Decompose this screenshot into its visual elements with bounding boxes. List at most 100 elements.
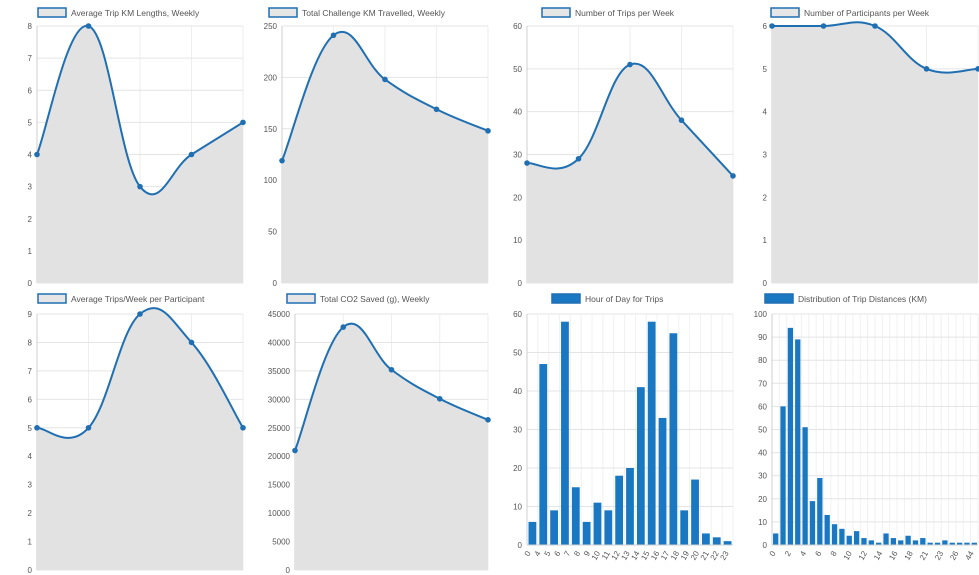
y-tick-label: 40 bbox=[758, 449, 767, 458]
y-tick-label: 3 bbox=[28, 481, 33, 490]
bar bbox=[647, 321, 656, 545]
data-point bbox=[382, 76, 388, 83]
bar bbox=[582, 521, 591, 545]
y-tick-label: 10 bbox=[758, 518, 767, 527]
data-point bbox=[388, 366, 395, 373]
legend-swatch bbox=[37, 293, 67, 304]
data-point bbox=[627, 61, 633, 68]
bar bbox=[561, 321, 569, 545]
x-tick-label: 5 bbox=[543, 549, 553, 558]
x-tick-label: 14 bbox=[872, 549, 885, 562]
y-tick-label: 20000 bbox=[268, 452, 291, 461]
legend: Total CO2 Saved (g), Weekly bbox=[286, 293, 430, 304]
y-tick-label: 10 bbox=[513, 503, 522, 512]
bar bbox=[571, 487, 580, 545]
legend-label: Number of Trips per Week bbox=[575, 8, 675, 18]
data-point bbox=[923, 66, 930, 72]
y-tick-label: 30 bbox=[758, 472, 767, 481]
x-tick-label: 16 bbox=[887, 549, 900, 562]
data-point bbox=[34, 424, 40, 431]
bar bbox=[802, 427, 808, 545]
y-tick-label: 90 bbox=[758, 333, 767, 342]
y-tick-label: 6 bbox=[28, 86, 33, 95]
legend: Distribution of Trip Distances (KM) bbox=[764, 293, 927, 304]
data-point bbox=[485, 128, 491, 134]
bar bbox=[846, 535, 852, 545]
y-tick-label: 1 bbox=[28, 538, 33, 547]
data-point bbox=[433, 106, 440, 113]
y-tick-label: 50 bbox=[513, 65, 522, 74]
data-point bbox=[436, 395, 443, 402]
y-tick-label: 10000 bbox=[268, 509, 291, 518]
y-tick-label: 2 bbox=[763, 193, 768, 202]
data-point bbox=[730, 173, 736, 179]
chart-panel-avg-trip-km: Average Trip KM Lengths, Weekly 0 1 2 3 4 5 6 7 8 bbox=[0, 0, 246, 290]
legend-swatch bbox=[268, 7, 298, 18]
legend-swatch bbox=[764, 293, 794, 304]
y-tick-label: 50 bbox=[758, 426, 767, 435]
y-tick-label: 0 bbox=[28, 279, 33, 288]
y-tick-label: 40000 bbox=[268, 338, 291, 347]
bar bbox=[528, 521, 537, 545]
chart-panel-hour-of-day: Hour of Day for Trips 0 10 20 30 40 50 60 0 4 5 6 7 8… bbox=[490, 290, 735, 575]
bar bbox=[615, 475, 624, 545]
bar bbox=[604, 510, 613, 545]
bar bbox=[861, 538, 867, 545]
y-tick-label: 2 bbox=[28, 509, 33, 518]
bar bbox=[701, 533, 710, 545]
bar bbox=[883, 533, 889, 545]
bar bbox=[636, 387, 645, 545]
bar bbox=[956, 542, 963, 545]
y-tick-label: 70 bbox=[758, 379, 767, 388]
bar bbox=[787, 327, 794, 545]
x-tick-label: 26 bbox=[948, 549, 961, 562]
data-point bbox=[872, 23, 878, 29]
x-tick-label: 18 bbox=[903, 549, 916, 562]
x-tick-label: 0 bbox=[768, 549, 778, 558]
x-tick-label: 8 bbox=[829, 549, 839, 558]
y-tick-label: 0 bbox=[518, 541, 523, 550]
area-fill bbox=[282, 31, 488, 284]
area-fill bbox=[527, 63, 733, 283]
legend-swatch bbox=[37, 7, 67, 18]
y-tick-label: 4 bbox=[28, 151, 33, 160]
y-tick-label: 7 bbox=[28, 54, 33, 63]
bar bbox=[809, 501, 816, 545]
bar bbox=[723, 541, 732, 545]
chart-panel-avg-trips-per-participant: Average Trips/Week per Participant 0 1 2 3 4 5… bbox=[0, 290, 246, 575]
legend-label: Hour of Day for Trips bbox=[585, 294, 663, 304]
x-tick-label: 10 bbox=[842, 549, 855, 562]
x-tick-label: 12 bbox=[857, 549, 870, 562]
bar bbox=[795, 339, 801, 545]
x-tick-label: 2 bbox=[783, 549, 793, 558]
legend: Number of Participants per Week bbox=[770, 7, 930, 18]
chart-panel-total-co2-saved: Total CO2 Saved (g), Weekly 0 5000 10000 150… bbox=[245, 290, 491, 575]
y-tick-label: 80 bbox=[758, 356, 767, 365]
y-tick-label: 35000 bbox=[268, 367, 291, 376]
y-tick-label: 60 bbox=[513, 22, 522, 31]
data-point bbox=[292, 447, 298, 454]
y-tick-label: 60 bbox=[758, 402, 767, 411]
y-tick-label: 40 bbox=[513, 387, 522, 396]
bar bbox=[712, 537, 721, 545]
bar bbox=[898, 540, 904, 545]
data-point bbox=[137, 311, 143, 317]
y-tick-label: 2 bbox=[28, 215, 33, 224]
x-tick-label: 23 bbox=[718, 549, 731, 562]
y-tick-label: 9 bbox=[28, 310, 33, 319]
data-point bbox=[820, 23, 827, 29]
data-point bbox=[340, 324, 347, 330]
y-tick-label: 6 bbox=[28, 395, 33, 404]
bar bbox=[853, 531, 860, 545]
series-line bbox=[281, 31, 489, 162]
bar bbox=[593, 502, 602, 545]
bar bbox=[539, 364, 548, 545]
y-tick-label: 250 bbox=[264, 22, 278, 31]
bar bbox=[934, 542, 941, 545]
y-tick-label: 0 bbox=[273, 279, 278, 288]
data-point bbox=[188, 339, 195, 346]
y-tick-label: 45000 bbox=[268, 310, 291, 319]
y-tick-label: 200 bbox=[264, 73, 278, 82]
y-tick-label: 100 bbox=[264, 176, 278, 185]
